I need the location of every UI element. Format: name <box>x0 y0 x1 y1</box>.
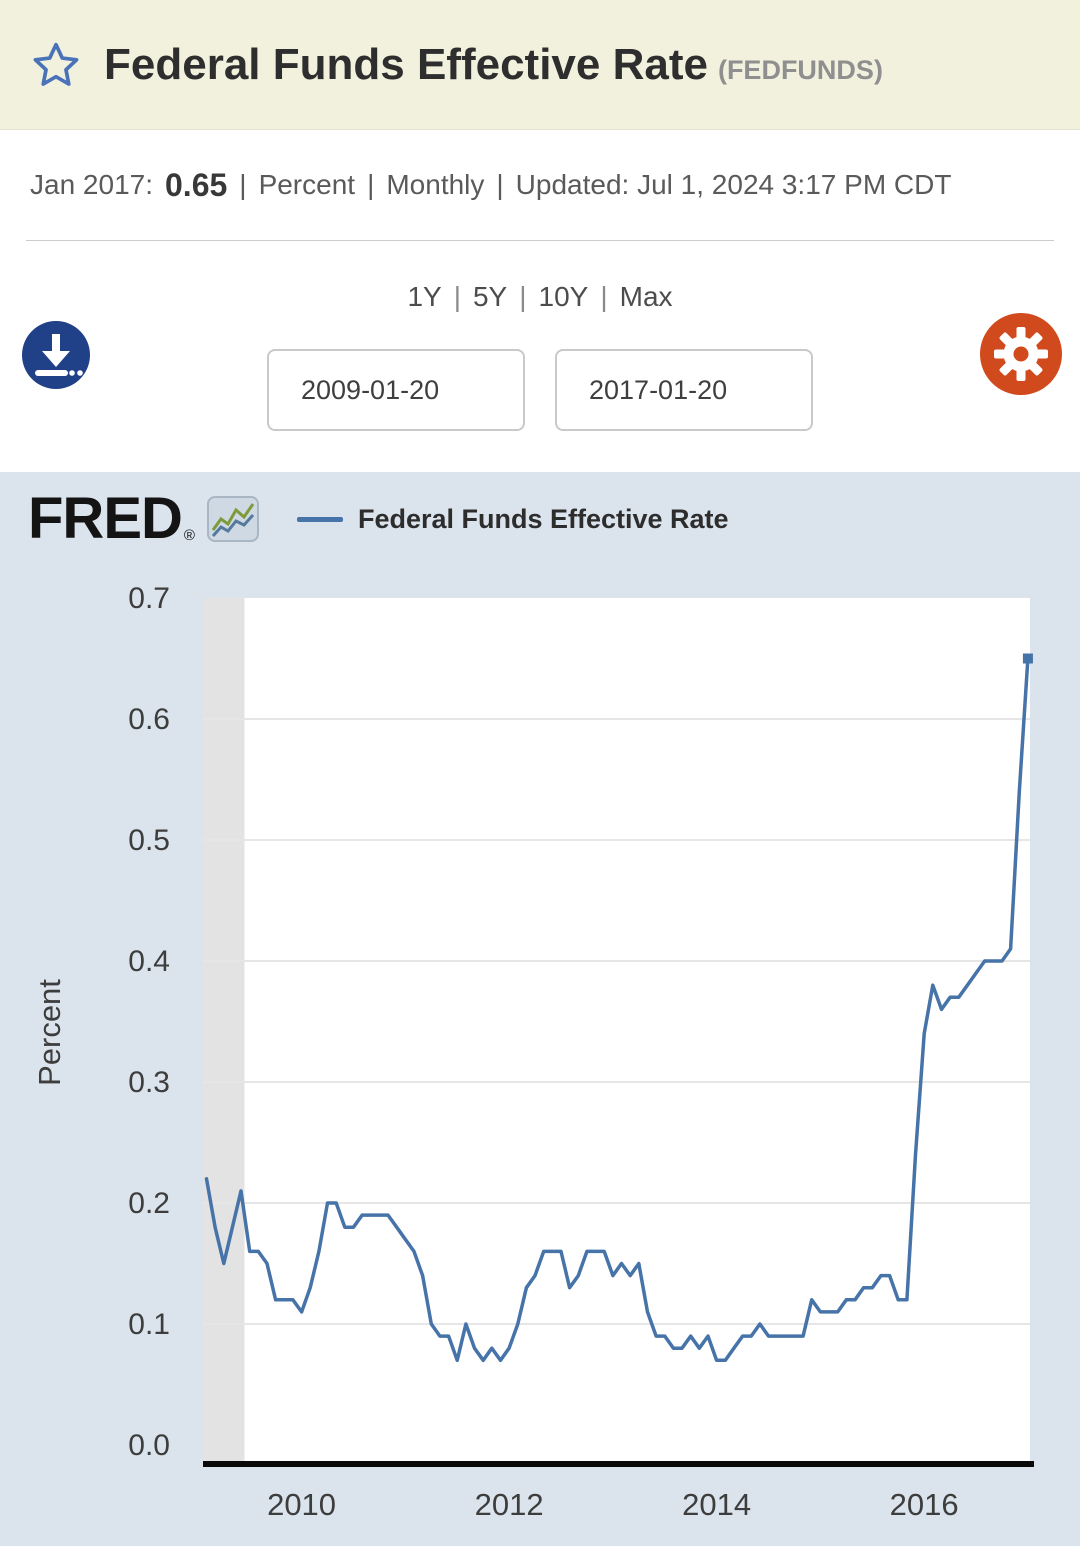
svg-text:2014: 2014 <box>682 1487 751 1522</box>
series-updated: Updated: Jul 1, 2024 3:17 PM CDT <box>515 169 952 200</box>
observation-date: Jan 2017: <box>30 169 153 200</box>
settings-button[interactable] <box>980 313 1062 395</box>
range-separator: | <box>600 281 608 312</box>
meta-separator: | <box>496 169 504 200</box>
legend-line-swatch <box>296 516 343 522</box>
star-icon <box>30 39 82 91</box>
range-5y[interactable]: 5Y <box>472 281 508 312</box>
svg-text:0.1: 0.1 <box>128 1308 170 1341</box>
svg-text:0.7: 0.7 <box>128 582 170 615</box>
chart-legend: Federal Funds Effective Rate <box>296 503 729 535</box>
date-range-inputs <box>267 349 813 431</box>
svg-text:0.3: 0.3 <box>128 1066 170 1099</box>
end-date-input[interactable] <box>555 349 813 431</box>
range-10y[interactable]: 10Y <box>538 281 589 312</box>
svg-text:0.0: 0.0 <box>128 1429 170 1462</box>
svg-text:2016: 2016 <box>890 1487 959 1522</box>
download-button[interactable] <box>22 321 90 389</box>
svg-text:0.5: 0.5 <box>128 824 170 857</box>
meta-separator: | <box>239 169 247 200</box>
favorite-star-button[interactable] <box>30 39 82 91</box>
page-header: Federal Funds Effective Rate (FEDFUNDS) <box>0 0 1080 130</box>
series-frequency: Monthly <box>386 169 485 200</box>
observation-value: 0.65 <box>165 166 228 203</box>
svg-text:0.2: 0.2 <box>128 1187 170 1220</box>
svg-text:0.4: 0.4 <box>128 945 170 978</box>
chart-controls: 1Y | 5Y | 10Y | Max <box>0 241 1080 472</box>
chart-section: FRED ® Federal Funds Effective Rate 0.0 0… <box>0 472 1080 1546</box>
series-ticker: (FEDFUNDS) <box>717 54 883 85</box>
fred-sparkline-icon <box>206 496 259 542</box>
fred-logo[interactable]: FRED ® <box>28 490 195 548</box>
chart-canvas[interactable]: 0.0 0.1 0.2 0.3 0.4 0.5 0.6 0.7 2010 2012 2014 2016… <box>0 472 1080 1546</box>
range-separator: | <box>519 281 527 312</box>
start-date-input[interactable] <box>267 349 525 431</box>
range-selector: 1Y | 5Y | 10Y | Max <box>0 241 1080 313</box>
svg-text:2010: 2010 <box>267 1487 336 1522</box>
range-1y[interactable]: 1Y <box>407 281 442 312</box>
horizontal-divider <box>26 240 1054 241</box>
legend-label: Federal Funds Effective Rate <box>357 503 729 534</box>
svg-text:2012: 2012 <box>475 1487 544 1522</box>
download-icon <box>22 321 90 389</box>
meta-separator: | <box>367 169 375 200</box>
range-max[interactable]: Max <box>619 281 673 312</box>
gear-icon <box>980 313 1062 395</box>
fred-logo-text: FRED <box>28 486 183 551</box>
chart-header: FRED ® Federal Funds Effective Rate <box>28 490 729 548</box>
range-separator: | <box>453 281 461 312</box>
page-title: Federal Funds Effective Rate (FEDFUNDS) <box>104 40 883 90</box>
series-title: Federal Funds Effective Rate <box>104 39 708 89</box>
svg-text:Percent: Percent <box>32 979 67 1086</box>
series-meta: Jan 2017: 0.65 | Percent | Monthly | Upd… <box>0 130 1080 240</box>
series-units: Percent <box>258 169 356 200</box>
registered-mark: ® <box>183 527 195 544</box>
svg-text:0.6: 0.6 <box>128 703 170 736</box>
